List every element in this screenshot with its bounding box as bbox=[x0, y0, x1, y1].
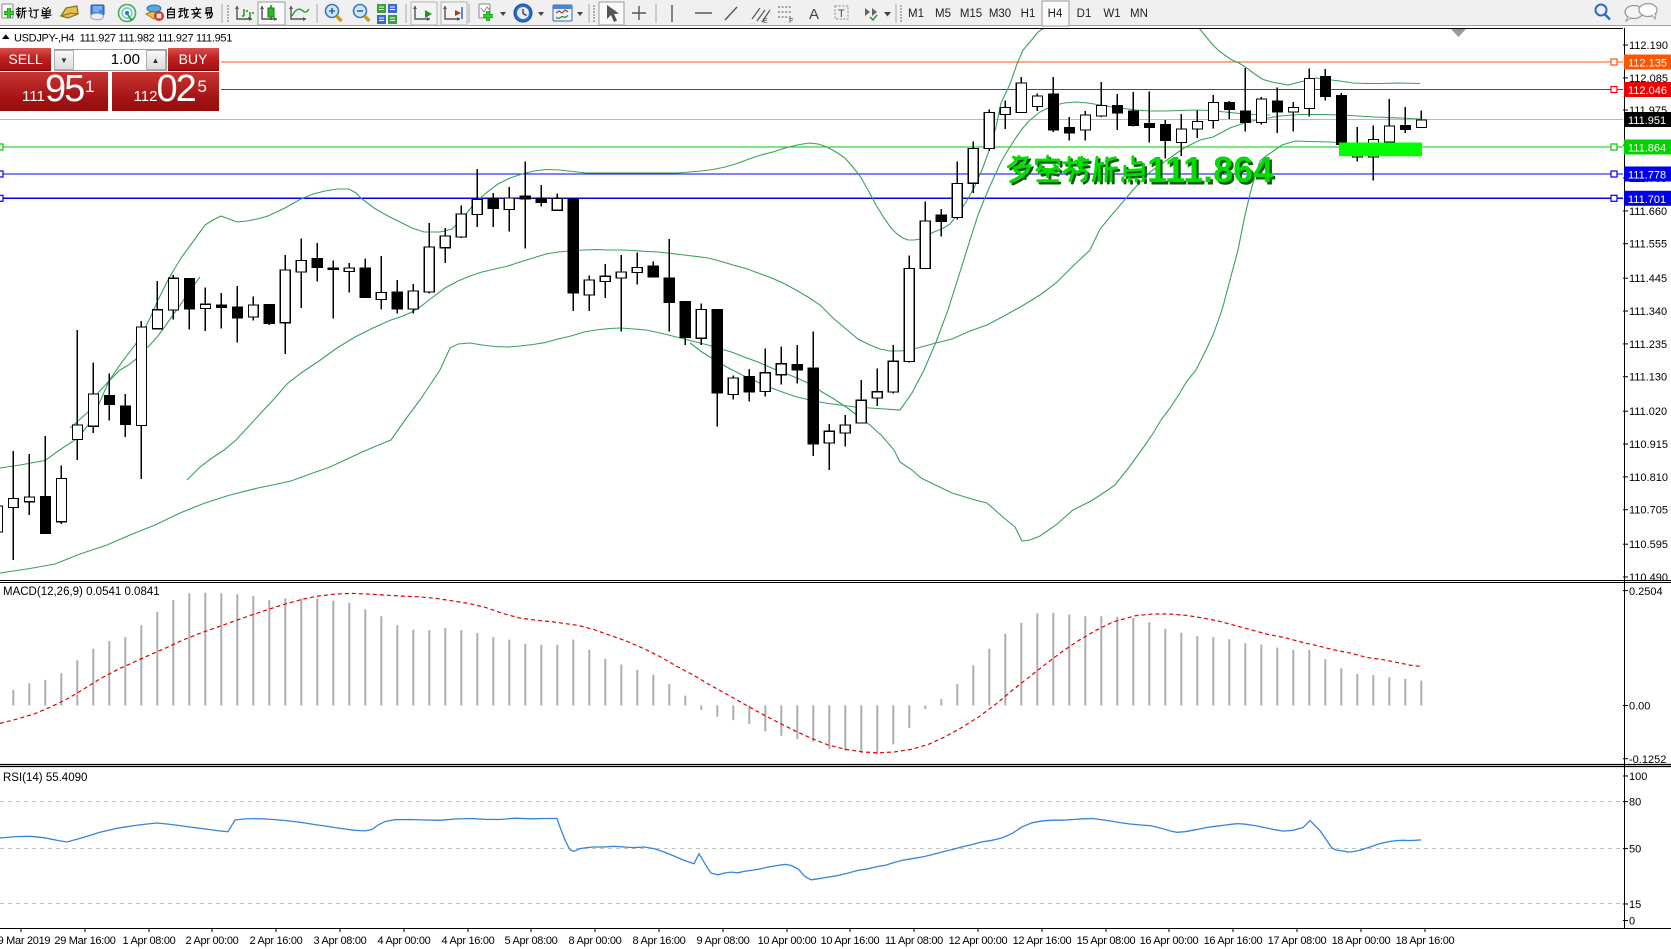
svg-text:29 Mar 16:00: 29 Mar 16:00 bbox=[54, 935, 115, 947]
svg-text:M30: M30 bbox=[989, 8, 1011, 20]
svg-text:4 Apr 00:00: 4 Apr 00:00 bbox=[378, 935, 431, 947]
svg-text:11 Apr 08:00: 11 Apr 08:00 bbox=[885, 935, 943, 947]
svg-text:18 Apr 16:00: 18 Apr 16:00 bbox=[1396, 935, 1455, 947]
svg-text:H1: H1 bbox=[1021, 8, 1036, 20]
svg-text:0.2504: 0.2504 bbox=[1629, 586, 1663, 598]
svg-text:110.595: 110.595 bbox=[1629, 539, 1668, 551]
svg-text:111.130: 111.130 bbox=[1629, 372, 1667, 384]
svg-text:111.864: 111.864 bbox=[1147, 149, 1273, 190]
svg-text:112.046: 112.046 bbox=[1628, 85, 1667, 97]
svg-text:111.340: 111.340 bbox=[1629, 306, 1667, 318]
svg-text:8 Apr 16:00: 8 Apr 16:00 bbox=[633, 935, 686, 947]
svg-text:111.555: 111.555 bbox=[1629, 239, 1667, 251]
svg-text:15: 15 bbox=[1629, 899, 1641, 911]
svg-text:112.085: 112.085 bbox=[1629, 73, 1668, 85]
svg-text:2 Apr 00:00: 2 Apr 00:00 bbox=[186, 935, 239, 947]
svg-text:110.705: 110.705 bbox=[1629, 505, 1668, 517]
svg-text:T: T bbox=[838, 8, 845, 20]
svg-text:M5: M5 bbox=[935, 8, 951, 20]
svg-text:0.00: 0.00 bbox=[1629, 701, 1650, 713]
svg-text:12 Apr 00:00: 12 Apr 00:00 bbox=[949, 935, 1008, 947]
svg-text:29 Mar 2019: 29 Mar 2019 bbox=[0, 935, 50, 947]
svg-text:10 Apr 00:00: 10 Apr 00:00 bbox=[758, 935, 817, 947]
svg-text:RSI(14) 55.4090: RSI(14) 55.4090 bbox=[3, 772, 87, 784]
svg-text:4 Apr 16:00: 4 Apr 16:00 bbox=[442, 935, 495, 947]
svg-text:111.660: 111.660 bbox=[1629, 206, 1667, 218]
svg-text:111.020: 111.020 bbox=[1629, 406, 1667, 418]
svg-text:2 Apr 16:00: 2 Apr 16:00 bbox=[250, 935, 303, 947]
svg-text:16 Apr 16:00: 16 Apr 16:00 bbox=[1204, 935, 1263, 947]
svg-text:A: A bbox=[809, 6, 819, 23]
svg-text:5 Apr 08:00: 5 Apr 08:00 bbox=[505, 935, 558, 947]
svg-text:112.135: 112.135 bbox=[1628, 58, 1667, 70]
svg-text:110.915: 110.915 bbox=[1629, 439, 1668, 451]
svg-text:E: E bbox=[763, 18, 768, 25]
svg-text:F: F bbox=[789, 18, 793, 25]
svg-text:111.701: 111.701 bbox=[1628, 194, 1666, 206]
svg-text:8 Apr 00:00: 8 Apr 00:00 bbox=[569, 935, 622, 947]
svg-text:W1: W1 bbox=[1103, 8, 1120, 20]
svg-text:MN: MN bbox=[1130, 8, 1148, 20]
svg-text:USDJPY-,H4 111.927 111.982 11: USDJPY-,H4 111.927 111.982 111.927 111.9… bbox=[14, 33, 232, 45]
svg-text:12 Apr 16:00: 12 Apr 16:00 bbox=[1013, 935, 1072, 947]
svg-text:111.951: 111.951 bbox=[1628, 115, 1666, 127]
svg-text:80: 80 bbox=[1629, 797, 1641, 809]
svg-text:MACD(12,26,9) 0.0541 0.0841: MACD(12,26,9) 0.0541 0.0841 bbox=[3, 586, 160, 598]
svg-text:111.864: 111.864 bbox=[1628, 143, 1666, 155]
svg-text:1 Apr 08:00: 1 Apr 08:00 bbox=[123, 935, 176, 947]
svg-text:9 Apr 08:00: 9 Apr 08:00 bbox=[697, 935, 750, 947]
svg-text:18 Apr 00:00: 18 Apr 00:00 bbox=[1332, 935, 1391, 947]
svg-text:111.445: 111.445 bbox=[1629, 273, 1667, 285]
svg-text:112.190: 112.190 bbox=[1629, 40, 1668, 52]
svg-text:3 Apr 08:00: 3 Apr 08:00 bbox=[314, 935, 367, 947]
svg-text:16 Apr 00:00: 16 Apr 00:00 bbox=[1140, 935, 1199, 947]
svg-text:111.235: 111.235 bbox=[1629, 339, 1667, 351]
svg-text:50: 50 bbox=[1629, 844, 1641, 856]
svg-text:111.778: 111.778 bbox=[1628, 170, 1666, 182]
svg-text:M1: M1 bbox=[908, 8, 924, 20]
svg-text:10 Apr 16:00: 10 Apr 16:00 bbox=[821, 935, 880, 947]
svg-text:-0.1252: -0.1252 bbox=[1629, 754, 1666, 766]
svg-text:100: 100 bbox=[1629, 771, 1647, 783]
svg-text:0: 0 bbox=[1629, 916, 1635, 928]
svg-text:H4: H4 bbox=[1048, 8, 1063, 20]
svg-text:17 Apr 08:00: 17 Apr 08:00 bbox=[1268, 935, 1327, 947]
svg-text:110.490: 110.490 bbox=[1629, 572, 1668, 584]
svg-text:110.810: 110.810 bbox=[1629, 472, 1668, 484]
svg-text:M15: M15 bbox=[960, 8, 982, 20]
svg-text:D1: D1 bbox=[1077, 8, 1092, 20]
svg-text:15 Apr 08:00: 15 Apr 08:00 bbox=[1077, 935, 1136, 947]
